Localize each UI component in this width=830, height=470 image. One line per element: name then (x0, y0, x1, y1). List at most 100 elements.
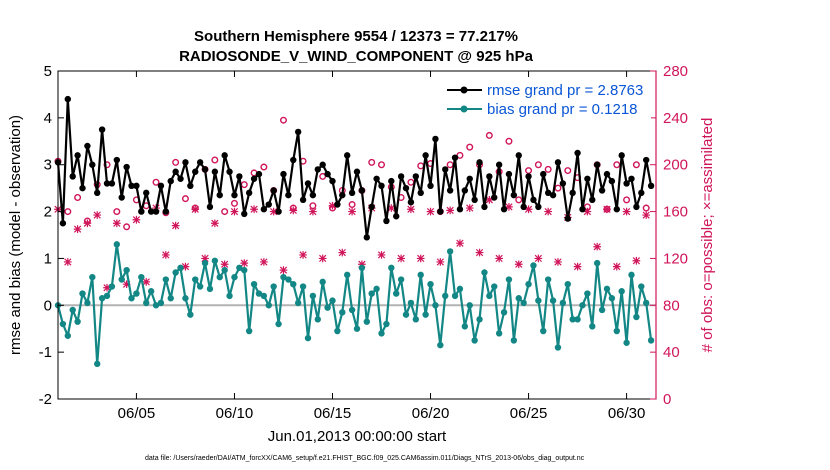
obs-possible-point (74, 194, 82, 202)
bias-point (231, 273, 238, 281)
obs-assimilated-point (299, 251, 307, 259)
rmse-point (172, 168, 179, 175)
obs-assimilated-point (73, 225, 82, 233)
bias-point (353, 325, 361, 332)
rmse-point (471, 196, 478, 204)
rmse-point (69, 173, 76, 180)
bias-point (422, 311, 429, 318)
obs-possible-point (642, 204, 650, 212)
y-right-tick-label: 80 (663, 297, 680, 314)
obs-assimilated-point (426, 207, 435, 216)
rmse-point (294, 128, 302, 136)
bias-point (285, 276, 292, 283)
bias-point (417, 271, 424, 279)
bias-point (221, 266, 228, 274)
bias-point (456, 285, 464, 293)
bias-point (544, 276, 552, 283)
bias-point (59, 320, 67, 328)
rmse-point (64, 95, 72, 103)
rmse-point (59, 220, 67, 227)
bias-point (427, 281, 434, 288)
rmse-point (437, 208, 444, 215)
rmse-point (363, 234, 371, 241)
rmse-point (451, 154, 459, 161)
bias-point (638, 283, 645, 290)
rmse-point (226, 168, 233, 175)
bias-point (388, 264, 395, 271)
rmse-point (162, 208, 170, 215)
rmse-point (481, 203, 488, 211)
bias-point (574, 316, 581, 323)
rmse-point (510, 191, 518, 199)
bias-point (628, 271, 635, 279)
legend: rmse grand pr = 2.8763 bias grand pr = 0… (441, 79, 651, 119)
bias-point (358, 264, 366, 271)
bias-point (432, 302, 439, 309)
rmse-point (353, 168, 361, 175)
bias-point (162, 276, 170, 283)
obs-possible-point (279, 116, 287, 124)
obs-assimilated-point (446, 206, 454, 215)
rmse-point (74, 152, 81, 159)
bias-point (133, 290, 140, 297)
bias-point (294, 299, 302, 307)
bias-point (500, 309, 508, 316)
rmse-point (290, 156, 297, 164)
obs-possible-point (172, 158, 180, 166)
bias-point (618, 288, 625, 295)
bias-point (187, 311, 194, 318)
bias-point (530, 262, 537, 269)
bias-point (304, 334, 312, 342)
bias-point (603, 285, 611, 293)
rmse-point (103, 180, 111, 187)
obs-assimilated-point (171, 221, 180, 230)
x-axis-label: Jun.01,2013 00:00:00 start (268, 428, 447, 445)
rmse-point (535, 203, 542, 211)
rmse-point (108, 180, 116, 187)
y-right-tick-label: 120 (663, 250, 688, 267)
obs-assimilated-point (132, 215, 141, 224)
bias-point (89, 273, 96, 281)
bias-point (128, 295, 135, 302)
rmse-point (245, 189, 253, 197)
obs-possible-point (221, 208, 229, 216)
rmse-point (123, 163, 130, 171)
obs-assimilated-point (289, 206, 298, 215)
bias-point (64, 332, 72, 339)
rmse-point (339, 191, 346, 199)
bias-point (481, 269, 488, 276)
rmse-point (314, 166, 321, 173)
rmse-point (304, 180, 312, 187)
obs-assimilated-point (387, 204, 396, 212)
rmse-point (427, 182, 434, 189)
y-left-tick-label: 0 (44, 297, 52, 314)
rmse-point (407, 199, 415, 206)
obs-assimilated-point (338, 248, 347, 257)
bias-point (593, 259, 601, 267)
y-left-tick-label: 1 (44, 250, 52, 267)
rmse-point (211, 168, 219, 175)
rmse-point (113, 156, 121, 164)
rmse-point (618, 152, 625, 159)
bias-point (510, 337, 518, 344)
obs-assimilated-point (642, 211, 651, 219)
bias-point (373, 285, 380, 293)
rmse-point (177, 175, 184, 182)
bias-point (329, 297, 336, 304)
rmse-point (383, 217, 390, 225)
bias-point (520, 299, 527, 307)
rmse-point (613, 206, 620, 213)
obs-assimilated-point (220, 260, 229, 269)
obs-assimilated-point (534, 254, 543, 263)
rmse-point (98, 126, 106, 133)
obs-possible-point (505, 137, 513, 145)
legend-box (441, 79, 651, 119)
rmse-point (476, 159, 483, 166)
obs-possible-point (123, 223, 131, 231)
bias-point (368, 290, 375, 297)
bias-point (535, 297, 542, 304)
rmse-point (564, 215, 571, 222)
bias-point (245, 327, 253, 335)
y-right-tick-label: 240 (663, 110, 688, 127)
bias-point (216, 273, 223, 281)
